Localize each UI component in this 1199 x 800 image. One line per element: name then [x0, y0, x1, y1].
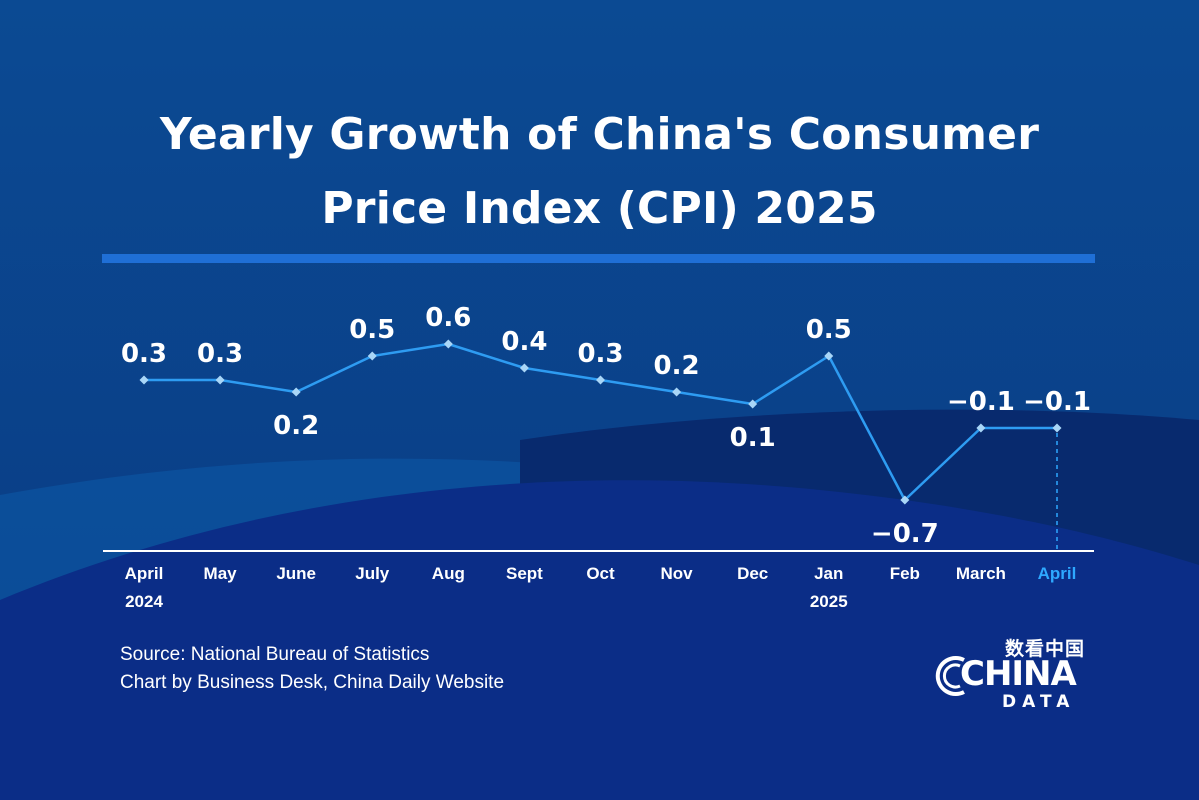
data-label-2: 0.3 [197, 339, 243, 369]
data-point-5 [443, 339, 453, 349]
x-tick-label-12: March [956, 564, 1006, 583]
source-note: Source: National Bureau of Statistics [120, 644, 430, 665]
logo-china-text: CHINA [960, 654, 1077, 694]
data-point-6 [519, 363, 529, 373]
logo-data-text: DATA [1002, 692, 1076, 712]
x-tick-label-2: May [204, 564, 238, 583]
data-point-10 [824, 351, 834, 361]
data-point-11 [900, 495, 910, 505]
title-line-2: Price Index (CPI) 2025 [321, 183, 878, 234]
logo-chinese-text: 数看中国 [1004, 638, 1085, 660]
data-point-13 [1052, 423, 1062, 433]
data-label-1: 0.3 [121, 339, 167, 369]
data-point-12 [976, 423, 986, 433]
logo-arc-icon [935, 656, 965, 696]
data-label-7: 0.3 [577, 339, 623, 369]
x-tick-label-4: July [355, 564, 390, 583]
x-year-label-10: 2025 [810, 592, 848, 611]
data-point-9 [748, 399, 758, 409]
data-point-2 [215, 375, 225, 385]
data-point-3 [291, 387, 301, 397]
x-tick-label-5: Aug [432, 564, 465, 583]
data-label-5: 0.6 [425, 303, 471, 333]
data-label-9: 0.1 [730, 423, 776, 453]
data-point-8 [672, 387, 682, 397]
title-divider [102, 254, 1095, 263]
x-tick-label-1: April [125, 564, 164, 583]
data-label-11: −0.7 [871, 519, 939, 549]
x-tick-label-6: Sept [506, 564, 543, 583]
x-tick-label-10: Jan [814, 564, 843, 583]
data-label-10: 0.5 [806, 315, 852, 345]
x-tick-label-11: Feb [890, 564, 920, 583]
data-label-13: −0.1 [1023, 387, 1091, 417]
data-point-4 [367, 351, 377, 361]
data-point-7 [596, 375, 605, 385]
data-point-1 [139, 375, 149, 385]
footer: Source: National Bureau of Statistics Ch… [120, 641, 504, 697]
x-tick-label-8: Nov [661, 564, 694, 583]
credit-note: Chart by Business Desk, China Daily Webs… [120, 672, 505, 693]
title-line-1: Yearly Growth of China's Consumer [159, 109, 1040, 160]
x-tick-label-13: April [1038, 564, 1077, 583]
data-label-8: 0.2 [654, 351, 700, 381]
x-tick-label-9: Dec [737, 564, 768, 583]
data-label-6: 0.4 [501, 327, 547, 357]
data-label-12: −0.1 [947, 387, 1015, 417]
data-label-3: 0.2 [273, 411, 319, 441]
x-year-label-1: 2024 [125, 592, 163, 611]
chart-title: Yearly Growth of China's Consumer Price … [0, 98, 1199, 246]
x-tick-label-7: Oct [586, 564, 615, 583]
china-data-logo: 数看中国 CHINA DATA [930, 634, 1090, 714]
x-tick-label-3: June [276, 564, 316, 583]
data-label-4: 0.5 [349, 315, 395, 345]
